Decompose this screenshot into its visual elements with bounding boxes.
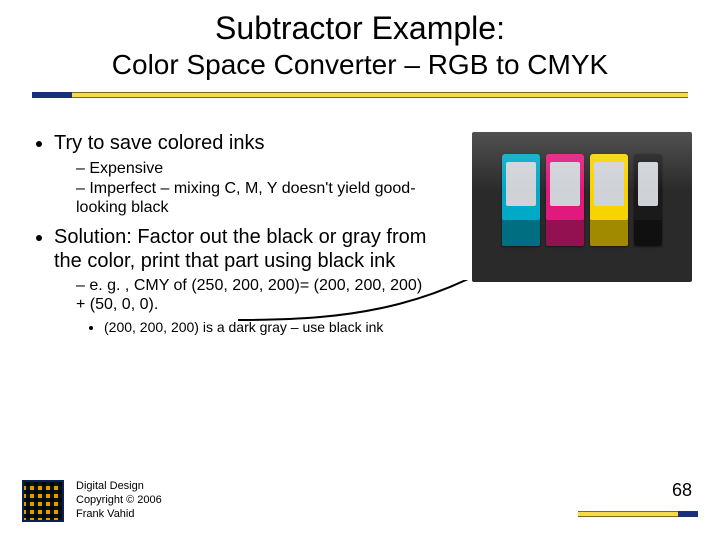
slide: Subtractor Example: Color Space Converte… xyxy=(0,0,720,540)
page-underline xyxy=(578,511,698,517)
footer-line-2: Copyright © 2006 xyxy=(76,494,162,508)
bullet-2-1-text: e. g. , CMY of (250, 200, 200)= (200, 20… xyxy=(76,277,422,313)
underline-blue xyxy=(32,92,72,98)
title-block: Subtractor Example: Color Space Converte… xyxy=(0,0,720,81)
title-underline xyxy=(32,92,688,98)
bullet-2-1-sublist: (200, 200, 200) is a dark gray – use bla… xyxy=(76,319,432,336)
content-column: Try to save colored inks Expensive Imper… xyxy=(32,132,432,344)
page-underline-yellow xyxy=(578,511,678,517)
footer: Digital Design Copyright © 2006 Frank Va… xyxy=(22,480,162,522)
footer-line-3: Frank Vahid xyxy=(76,508,162,522)
footer-text: Digital Design Copyright © 2006 Frank Va… xyxy=(76,480,162,521)
bullet-2-1: e. g. , CMY of (250, 200, 200)= (200, 20… xyxy=(76,277,432,336)
bullet-2-1-1: (200, 200, 200) is a dark gray – use bla… xyxy=(104,319,432,336)
title-main: Subtractor Example: xyxy=(0,10,720,47)
footer-line-1: Digital Design xyxy=(76,480,162,494)
bullet-2: Solution: Factor out the black or gray f… xyxy=(54,226,432,336)
bullet-1: Try to save colored inks Expensive Imper… xyxy=(54,132,432,218)
bullet-1-text: Try to save colored inks xyxy=(54,132,264,154)
ink-cartridge-photo xyxy=(472,132,692,282)
bullet-list: Try to save colored inks Expensive Imper… xyxy=(32,132,432,336)
page-number-block: 68 xyxy=(578,480,698,522)
bullet-1-1: Expensive xyxy=(76,160,432,179)
title-sub: Color Space Converter – RGB to CMYK xyxy=(0,49,720,81)
photo-glare xyxy=(472,132,692,192)
page-number: 68 xyxy=(578,480,692,501)
bullet-1-sublist: Expensive Imperfect – mixing C, M, Y doe… xyxy=(54,160,432,219)
footer-logo-icon xyxy=(22,480,64,522)
page-underline-blue xyxy=(678,511,698,517)
bullet-2-text: Solution: Factor out the black or gray f… xyxy=(54,226,426,272)
bullet-1-2: Imperfect – mixing C, M, Y doesn't yield… xyxy=(76,180,432,218)
underline-yellow xyxy=(72,92,688,98)
bullet-2-sublist: e. g. , CMY of (250, 200, 200)= (200, 20… xyxy=(54,277,432,336)
